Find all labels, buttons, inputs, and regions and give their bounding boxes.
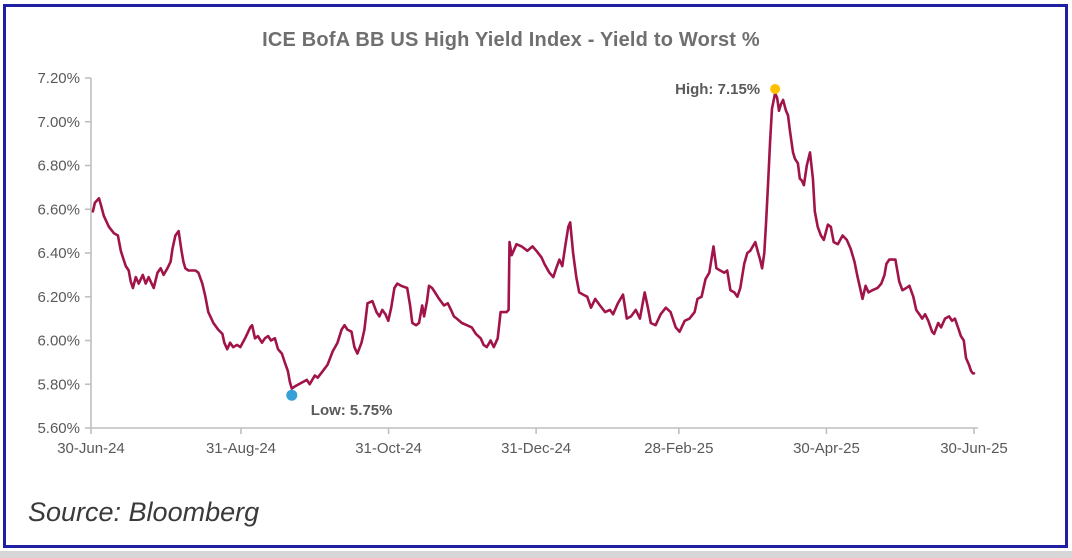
svg-text:5.80%: 5.80% [37,376,80,393]
svg-text:7.00%: 7.00% [37,114,80,131]
svg-text:6.20%: 6.20% [37,289,80,306]
svg-text:30-Apr-25: 30-Apr-25 [793,440,860,457]
high-marker-dot [770,83,781,94]
svg-text:30-Jun-24: 30-Jun-24 [57,440,125,457]
svg-text:7.20%: 7.20% [37,70,80,87]
svg-text:28-Feb-25: 28-Feb-25 [644,440,713,457]
svg-text:6.40%: 6.40% [37,245,80,262]
source-note: Source: Bloomberg [28,497,260,527]
page-bottom-strip [0,551,1072,558]
svg-text:31-Dec-24: 31-Dec-24 [501,440,571,457]
low-marker-dot [286,389,298,401]
svg-text:30-Jun-25: 30-Jun-25 [940,440,1008,457]
chart-frame: ICE BofA BB US High Yield Index - Yield … [3,4,1068,548]
high-annotation-label: High: 7.15% [675,81,760,98]
svg-text:31-Aug-24: 31-Aug-24 [206,440,276,457]
svg-text:6.80%: 6.80% [37,158,80,175]
svg-text:5.60%: 5.60% [37,420,80,437]
yield-chart: 5.60% 5.80% 6.00% 6.20% 6.40% 6.60% 6.80% 7.00%… [37,70,1008,457]
low-annotation-label: Low: 5.75% [311,402,393,419]
svg-text:31-Oct-24: 31-Oct-24 [355,440,422,457]
chart-title: ICE BofA BB US High Yield Index - Yield … [262,29,760,51]
svg-text:6.00%: 6.00% [37,333,80,350]
svg-text:6.60%: 6.60% [37,201,80,218]
y-axis: 5.60% 5.80% 6.00% 6.20% 6.40% 6.60% 6.80% 7.00%… [37,70,92,437]
x-axis: 30-Jun-24 31-Aug-24 31-Oct-24 31-Dec-24 28-F… [57,427,1008,457]
yield-line-series [91,92,976,390]
